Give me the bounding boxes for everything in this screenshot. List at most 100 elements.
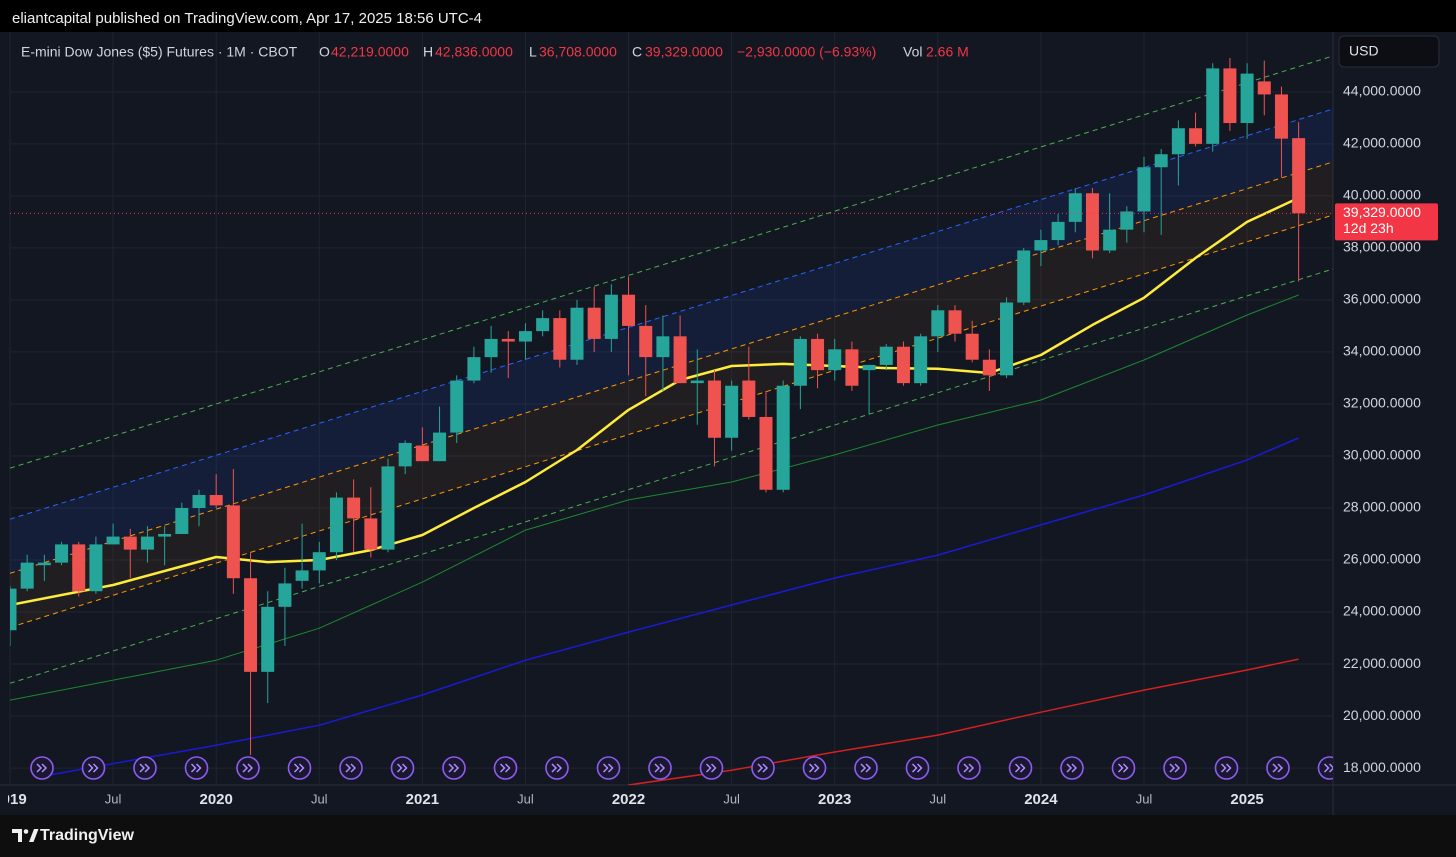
candle-body [1103, 229, 1117, 251]
moving-average [628, 658, 1299, 785]
event-marker-icon [242, 763, 254, 773]
candle-body [158, 534, 172, 537]
candle-body [501, 338, 515, 342]
event-marker-icon [551, 763, 563, 773]
x-tick-label: Jul [517, 791, 534, 806]
channel-line [10, 108, 1333, 520]
candle-body [106, 536, 120, 545]
candle-body [192, 494, 206, 508]
y-tick-label: 34,000.0000 [1343, 343, 1421, 359]
candle-body [1085, 193, 1099, 251]
candle-body [175, 507, 189, 534]
event-marker-icon [87, 763, 99, 773]
channel-line [10, 214, 1333, 628]
y-tick-label: 38,000.0000 [1343, 239, 1421, 255]
footer-brand: TradingView [40, 827, 135, 844]
legend-value: 42,219.0000 [331, 44, 409, 60]
x-tick-label: 2021 [406, 791, 439, 808]
legend-key: L [529, 44, 537, 60]
candle-body [587, 307, 601, 339]
candle-body [553, 318, 567, 360]
currency-button[interactable] [1338, 35, 1440, 68]
candle-body [433, 432, 447, 462]
y-tick-label: 44,000.0000 [1343, 83, 1421, 99]
candle-body [622, 294, 636, 326]
candle-body [776, 385, 790, 490]
publish-header: eliantcapital published on TradingView.c… [12, 10, 482, 27]
event-marker-icon [1272, 763, 1284, 773]
x-tick-label: Jul [930, 791, 947, 806]
candle-body [811, 338, 825, 371]
event-marker-icon [602, 763, 614, 773]
candle-body [845, 349, 859, 386]
candle-body [793, 338, 807, 386]
y-tick-label: 42,000.0000 [1343, 135, 1421, 151]
candle-body [673, 336, 687, 384]
y-tick-label: 32,000.0000 [1343, 395, 1421, 411]
event-marker-icon [448, 763, 460, 773]
event-marker-icon [757, 763, 769, 773]
candle-body [656, 336, 670, 358]
candle-body [896, 346, 910, 384]
x-tick-label: Jul [105, 791, 122, 806]
price-badge [1335, 203, 1438, 241]
candle-body [828, 349, 842, 371]
moving-average [44, 437, 1299, 777]
event-marker-icon [499, 763, 511, 773]
price-countdown: 12d 23h [1343, 220, 1394, 236]
candle-body [1154, 154, 1168, 168]
candle-body [536, 318, 550, 332]
candle-body [381, 466, 395, 550]
candle-body [347, 497, 361, 519]
event-marker-icon [1220, 763, 1232, 773]
legend-key: C [632, 44, 642, 60]
candle-body [467, 357, 481, 381]
candle-body [1000, 302, 1014, 376]
logo-shape [23, 829, 29, 834]
candle-body [1223, 68, 1237, 124]
candle-body [690, 380, 704, 384]
event-marker [1317, 756, 1333, 780]
candle-body [329, 497, 343, 553]
candle-body [1292, 138, 1306, 214]
x-tick-label: 2024 [1024, 791, 1058, 808]
event-marker-icon [1014, 763, 1026, 773]
candle-body [278, 583, 292, 607]
candle-body [55, 544, 69, 563]
legend-value: 36,708.0000 [539, 44, 617, 60]
moving-average [10, 294, 1299, 701]
event-marker-icon [293, 763, 305, 773]
legend-change: −2,930.0000 (−6.93%) [737, 44, 876, 60]
event-marker-icon [808, 763, 820, 773]
currency-label[interactable]: USD [1349, 43, 1379, 59]
candle-body [1206, 68, 1220, 144]
y-tick-label: 30,000.0000 [1343, 447, 1421, 463]
price-badge-label: 39,329.0000 [1343, 204, 1421, 220]
candle-body [72, 544, 86, 592]
candle-body [37, 562, 51, 566]
grid [9, 32, 1333, 785]
x-tick-label: Jul [311, 791, 328, 806]
x-tick-label: 2020 [199, 791, 232, 808]
event-marker-icon [963, 763, 975, 773]
candle-body [209, 494, 223, 506]
candle-body [1274, 94, 1288, 139]
candle-body [948, 310, 962, 334]
event-marker-icon [860, 763, 872, 773]
event-marker-icon [1169, 763, 1181, 773]
tradingview-logo [12, 829, 39, 842]
x-tick-label: 2023 [818, 791, 851, 808]
plot [10, 55, 1333, 785]
y-tick-label: 26,000.0000 [1343, 551, 1421, 567]
event-marker-icon [396, 763, 408, 773]
event-marker-icon [345, 763, 357, 773]
legend-volume: 2.66 M [926, 44, 969, 60]
y-axis: 18,000.0000 20,000.0000 22,000.0000 24,000.… [1343, 83, 1421, 775]
x-axis: 2019 Jul 2020 Jul 2021 Jul 2022 Jul 2023 Jul 2024 J… [8, 791, 1264, 808]
candle-body [398, 442, 412, 467]
candle-body [604, 294, 618, 339]
candle-body [759, 416, 773, 490]
legend-value: 42,836.0000 [435, 44, 513, 60]
